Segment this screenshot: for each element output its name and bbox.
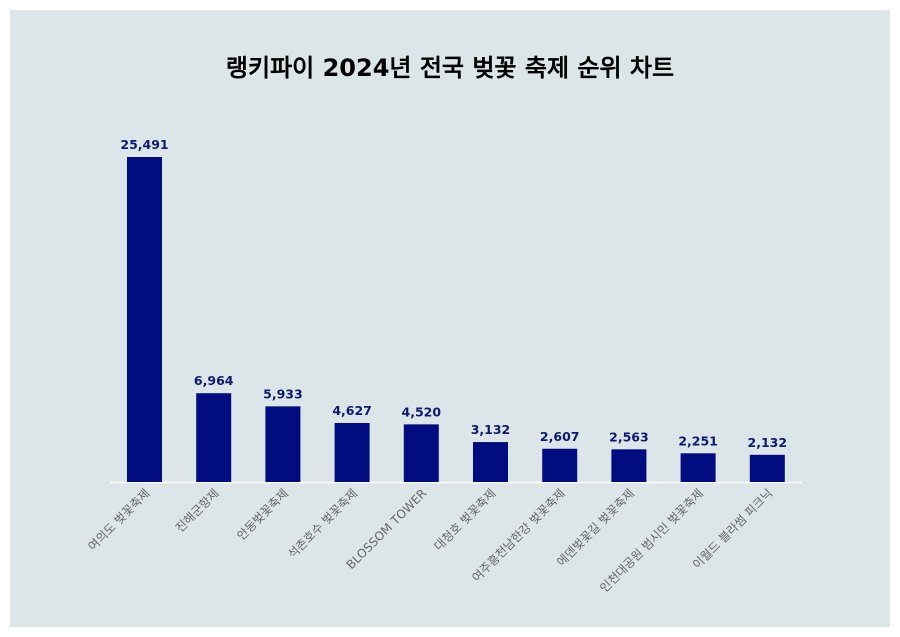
- chart-title: 랭키파이 2024년 전국 벚꽃 축제 순위 차트: [225, 54, 675, 82]
- x-tick-label: 대청호 벚꽃축제: [431, 486, 498, 553]
- value-label: 5,933: [263, 386, 303, 401]
- bar: [403, 424, 439, 482]
- value-label: 2,563: [609, 429, 649, 444]
- value-label: 2,251: [678, 433, 718, 448]
- bar: [473, 442, 508, 482]
- bar: [196, 393, 232, 482]
- value-label: 2,607: [540, 429, 580, 444]
- value-label: 25,491: [120, 137, 168, 152]
- value-label: 6,964: [194, 373, 234, 388]
- bar: [680, 453, 716, 482]
- bar: [334, 423, 370, 482]
- bar: [265, 406, 301, 482]
- value-label: 4,627: [332, 403, 372, 418]
- value-label: 2,132: [748, 435, 788, 450]
- bar: [611, 449, 647, 482]
- x-tick-label: 안동벚꽃축제: [234, 486, 291, 543]
- value-label: 3,132: [471, 422, 511, 437]
- value-label: 4,520: [402, 404, 442, 419]
- x-tick-label: 석촌호수 벚꽃축제: [285, 486, 360, 561]
- bar: [542, 448, 578, 482]
- x-tick-label: 여의도 벚꽃축제: [85, 486, 152, 553]
- bar: [127, 157, 162, 482]
- x-tick-label: 진해군항제: [173, 486, 222, 535]
- bar: [749, 454, 785, 482]
